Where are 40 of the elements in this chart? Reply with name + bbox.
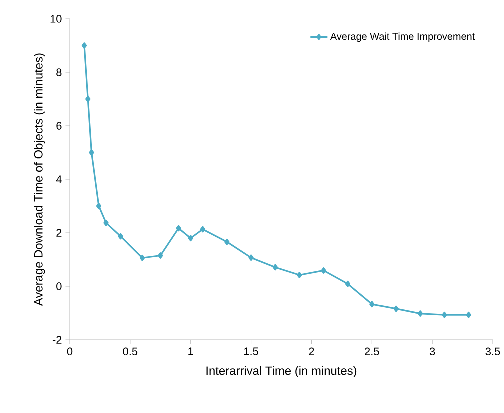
- y-tick-label: 8: [56, 68, 62, 76]
- point: [140, 254, 146, 262]
- y-tick-label: 10: [50, 15, 62, 23]
- point: [86, 96, 91, 102]
- x-tick-label: 3: [430, 348, 436, 356]
- y-tick-label: 4: [56, 176, 62, 184]
- point: [248, 254, 254, 262]
- point: [345, 280, 351, 288]
- y-tick-label: 6: [56, 122, 62, 130]
- point: [394, 306, 399, 312]
- point: [466, 312, 472, 318]
- point: [297, 272, 302, 278]
- point: [176, 225, 182, 232]
- x-tick-label: 0.5: [123, 348, 138, 356]
- point: [418, 310, 424, 317]
- y-tick-label: 0: [56, 282, 62, 290]
- x-tick-label: 1: [188, 348, 194, 356]
- point: [321, 268, 326, 274]
- point: [118, 233, 124, 240]
- point: [89, 150, 94, 156]
- point: [104, 220, 109, 226]
- point: [370, 301, 375, 308]
- x-tick-label: 3.5: [486, 348, 500, 356]
- x-tick-label: 2: [309, 348, 314, 356]
- point: [224, 238, 230, 246]
- point: [96, 203, 102, 210]
- y-axis-title: Average Download Time of Objects (in minutes): [34, 54, 46, 306]
- point: [442, 312, 448, 318]
- legend-label: Average Wait Time Improvement: [330, 32, 476, 42]
- y-tick-label: 2: [56, 229, 62, 237]
- x-axis-title: Interarrival Time (in minutes): [206, 366, 357, 378]
- point: [188, 235, 194, 242]
- y-tick-label: -2: [52, 336, 62, 344]
- x-tick-label: 0: [67, 348, 73, 356]
- point: [200, 226, 206, 233]
- point: [158, 252, 164, 259]
- point: [272, 264, 278, 271]
- point: [82, 42, 88, 49]
- x-tick-label: 1.5: [244, 348, 258, 356]
- x-tick-label: 2.5: [365, 348, 380, 356]
